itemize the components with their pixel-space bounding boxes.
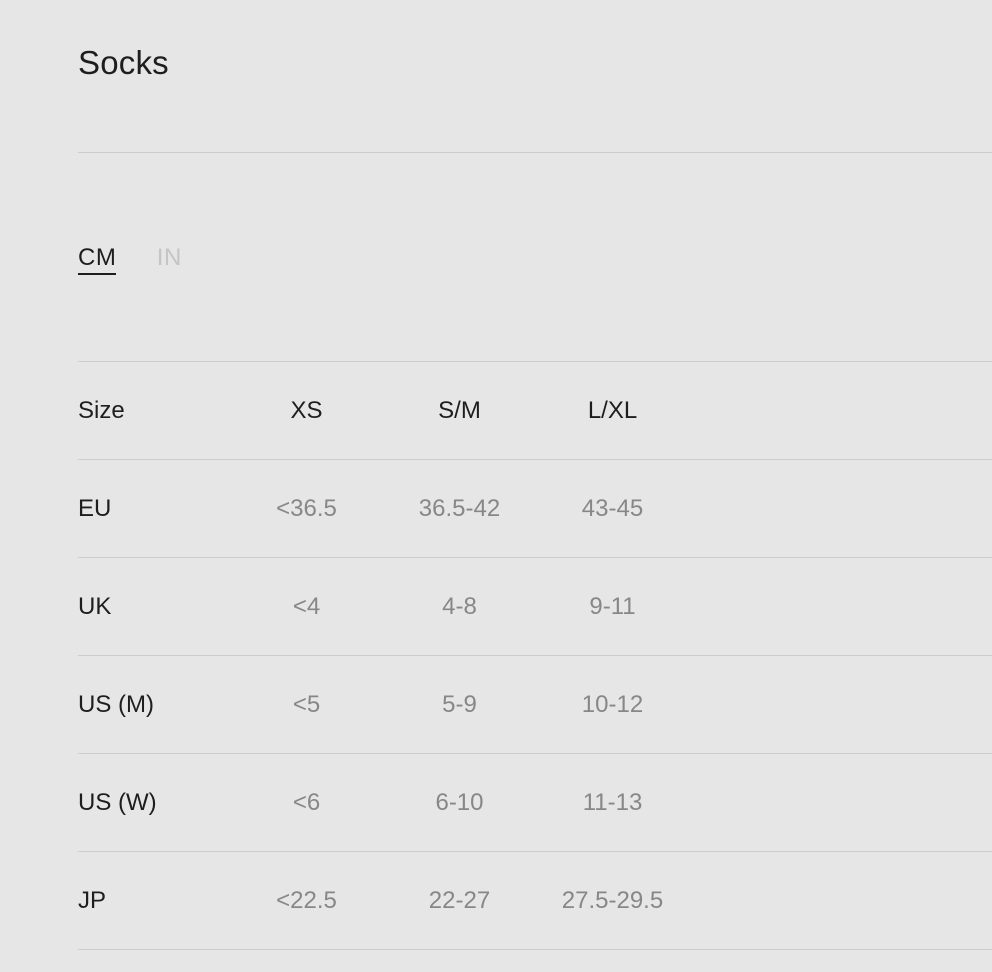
- row-label: US (W): [78, 788, 157, 816]
- cell-value: 6-10: [435, 788, 484, 816]
- table-row-us-m: US (M) <5 5-9 10-12: [78, 656, 992, 754]
- table-header-row: Size XS S/M L/XL: [78, 362, 992, 460]
- row-label: EU: [78, 494, 112, 522]
- table-row-eu: EU <36.5 36.5-42 43-45: [78, 460, 992, 558]
- column-header-lxl: L/XL: [587, 396, 638, 424]
- table-row-us-w: US (W) <6 6-10 11-13: [78, 754, 992, 852]
- table-row-uk: UK <4 4-8 9-11: [78, 558, 992, 656]
- cell-value: 36.5-42: [418, 494, 501, 522]
- unit-toggle: CM IN: [78, 245, 992, 276]
- cell-value: 22-27: [428, 886, 491, 914]
- cell-value: 9-11: [589, 592, 636, 620]
- cell-value: <4: [292, 592, 321, 620]
- unit-option-cm[interactable]: CM: [78, 245, 117, 275]
- cell-value: 11-13: [582, 788, 643, 816]
- page-title: Socks: [78, 44, 169, 81]
- cell-value: <5: [292, 690, 321, 718]
- row-label: US (M): [78, 690, 154, 718]
- row-label: UK: [78, 592, 112, 620]
- table-top-divider: [78, 361, 992, 362]
- size-table: Size XS S/M L/XL EU <36.5 36.5-42 43-45 …: [78, 362, 992, 950]
- column-header-sm: S/M: [438, 396, 481, 424]
- row-label: JP: [78, 886, 107, 914]
- cell-value: 4-8: [442, 592, 477, 620]
- cell-value: <22.5: [276, 886, 337, 914]
- unit-option-in[interactable]: IN: [156, 244, 182, 271]
- title-divider: [78, 152, 992, 153]
- column-header-xs: XS: [290, 396, 323, 424]
- cell-value: 10-12: [581, 690, 644, 718]
- cell-value: 27.5-29.5: [561, 886, 664, 914]
- table-row-jp: JP <22.5 22-27 27.5-29.5: [78, 852, 992, 950]
- cell-value: 43-45: [581, 494, 644, 522]
- cell-value: <36.5: [276, 494, 337, 522]
- cell-value: <6: [292, 788, 321, 816]
- column-header-size: Size: [78, 396, 125, 424]
- cell-value: 5-9: [442, 690, 477, 718]
